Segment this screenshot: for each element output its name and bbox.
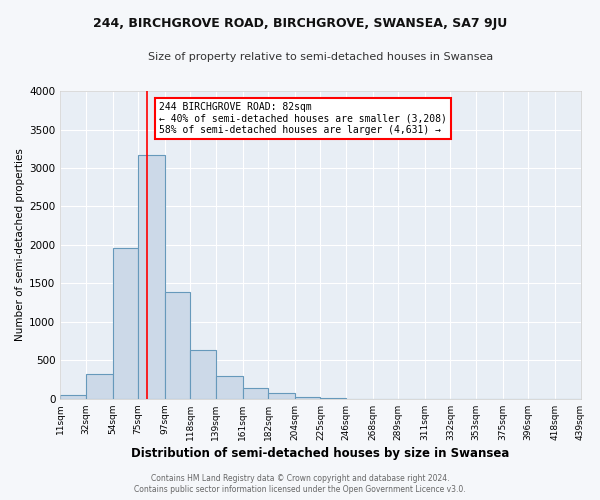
Bar — [242, 388, 268, 399]
Title: Size of property relative to semi-detached houses in Swansea: Size of property relative to semi-detach… — [148, 52, 493, 62]
Bar — [138, 155, 165, 399]
X-axis label: Distribution of semi-detached houses by size in Swansea: Distribution of semi-detached houses by … — [131, 447, 509, 460]
Bar — [60, 395, 86, 399]
Bar — [190, 350, 216, 399]
Y-axis label: Number of semi-detached properties: Number of semi-detached properties — [15, 148, 25, 342]
Bar — [268, 392, 295, 399]
Text: 244, BIRCHGROVE ROAD, BIRCHGROVE, SWANSEA, SA7 9JU: 244, BIRCHGROVE ROAD, BIRCHGROVE, SWANSE… — [93, 18, 507, 30]
Bar — [216, 376, 242, 399]
Bar — [113, 248, 138, 399]
Bar — [86, 374, 113, 399]
Text: Contains HM Land Registry data © Crown copyright and database right 2024.
Contai: Contains HM Land Registry data © Crown c… — [134, 474, 466, 494]
Bar — [295, 396, 320, 399]
Text: 244 BIRCHGROVE ROAD: 82sqm
← 40% of semi-detached houses are smaller (3,208)
58%: 244 BIRCHGROVE ROAD: 82sqm ← 40% of semi… — [159, 102, 447, 135]
Bar — [165, 292, 190, 399]
